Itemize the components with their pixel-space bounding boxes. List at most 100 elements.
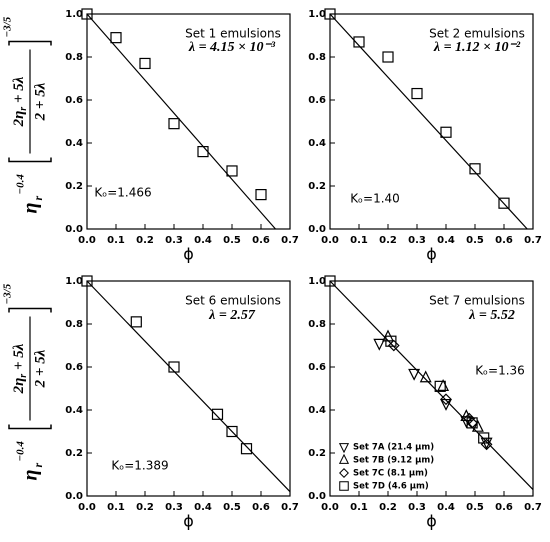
- y-label-part: r: [31, 196, 45, 201]
- x-tick-label: 0.1: [350, 502, 368, 513]
- x-tick-label: 0.5: [466, 235, 484, 246]
- x-tick-label: 0.0: [321, 502, 339, 513]
- x-tick-label: 0.4: [194, 235, 212, 246]
- y-label-part: 2η: [11, 111, 27, 128]
- fit-line: [86, 13, 276, 230]
- y-tick-label: 0.0: [308, 224, 326, 235]
- x-tick-label: 0.1: [350, 235, 368, 246]
- x-axis-label: ϕ: [183, 512, 194, 531]
- x-axis-label: ϕ: [183, 245, 194, 264]
- marker: [469, 163, 481, 175]
- plot-frame: [329, 280, 534, 497]
- marker: [130, 316, 142, 328]
- legend-label: Set 7B (9.12 μm): [353, 456, 434, 466]
- k0-label: Kₒ=1.466: [94, 186, 151, 200]
- panel-title: Set 6 emulsions: [185, 294, 281, 308]
- lambda-label: λ = 4.15 × 10⁻³: [188, 40, 276, 55]
- y-label-part: 2η: [11, 378, 27, 395]
- y-label-part: −3/5: [2, 283, 14, 304]
- x-tick-label: 0.4: [437, 502, 455, 513]
- bracket: [8, 424, 52, 430]
- x-tick-label: 0.0: [321, 235, 339, 246]
- x-tick-label: 0.3: [408, 235, 426, 246]
- marker: [226, 425, 238, 438]
- y-tick-label: 1.0: [65, 9, 83, 20]
- bracket: [8, 157, 52, 163]
- x-tick-label: 0.3: [165, 235, 183, 246]
- x-tick-label: 0.0: [78, 502, 96, 513]
- marker: [81, 275, 93, 287]
- y-label-part: r: [31, 463, 45, 468]
- y-label-part: 2 + 5λ: [32, 82, 48, 121]
- y-label-numerator: 2ηr + 5λ: [11, 343, 29, 394]
- x-tick-label: 0.6: [252, 235, 270, 246]
- y-tick-label: 0.6: [65, 362, 83, 373]
- x-tick-label: 0.1: [107, 235, 125, 246]
- y-label-part: η: [20, 470, 42, 481]
- y-tick-label: 0.4: [65, 405, 83, 416]
- lambda-label: λ = 2.57: [208, 308, 256, 323]
- fit-line: [329, 13, 528, 230]
- legend-marker: [338, 453, 350, 464]
- y-tick-label: 0.2: [65, 448, 83, 459]
- x-tick-label: 0.2: [379, 235, 397, 246]
- x-tick-label: 0.3: [165, 502, 183, 513]
- legend-label: Set 7A (21.4 μm): [353, 443, 434, 453]
- marker: [434, 380, 446, 392]
- y-label-part: + 5λ: [11, 343, 27, 374]
- marker: [139, 57, 151, 70]
- marker: [81, 8, 93, 20]
- marker: [197, 146, 209, 158]
- x-tick-label: 0.5: [466, 502, 484, 513]
- x-tick-label: 0.6: [495, 502, 513, 513]
- marker: [466, 417, 478, 429]
- k0-label: Kₒ=1.40: [350, 192, 400, 206]
- marker: [324, 8, 336, 20]
- bracket: [8, 40, 52, 46]
- marker: [382, 51, 394, 63]
- y-label-part: η: [20, 203, 42, 214]
- x-tick-label: 0.1: [107, 502, 125, 513]
- marker: [168, 361, 180, 373]
- marker: [168, 118, 180, 130]
- marker: [440, 126, 452, 138]
- y-tick-label: 1.0: [308, 276, 326, 287]
- k0-label: Kₒ=1.389: [111, 459, 168, 473]
- x-tick-label: 0.2: [136, 502, 154, 513]
- y-tick-label: 0.2: [308, 448, 326, 459]
- y-label-part: −0.4: [15, 441, 27, 462]
- y-tick-label: 1.0: [308, 9, 326, 20]
- y-tick-label: 0.8: [65, 319, 83, 330]
- fit-line: [86, 280, 291, 493]
- x-tick-label: 0.3: [408, 502, 426, 513]
- marker: [471, 419, 484, 432]
- plot-frame: [329, 13, 534, 230]
- x-tick-label: 0.7: [281, 502, 299, 513]
- marker: [411, 87, 423, 100]
- y-label-part: 2 + 5λ: [32, 349, 48, 388]
- x-tick-label: 0.2: [136, 235, 154, 246]
- bracket: [8, 307, 52, 313]
- marker: [419, 370, 432, 383]
- y-tick-label: 0.6: [308, 362, 326, 373]
- y-tick-label: 0.4: [308, 138, 326, 149]
- marker: [226, 165, 238, 177]
- panel-title: Set 2 emulsions: [429, 27, 525, 41]
- x-tick-label: 0.7: [281, 235, 299, 246]
- marker: [408, 368, 421, 381]
- y-label-part: r: [18, 107, 29, 111]
- plot-frame: [86, 13, 291, 230]
- lambda-label: λ = 5.52: [468, 308, 515, 323]
- y-label-part: −0.4: [15, 174, 27, 195]
- x-tick-label: 0.0: [78, 235, 96, 246]
- marker: [385, 335, 397, 347]
- x-tick-label: 0.2: [379, 502, 397, 513]
- marker: [440, 393, 452, 406]
- y-tick-label: 0.0: [65, 224, 83, 235]
- legend-marker: [339, 481, 349, 491]
- x-tick-label: 0.7: [524, 235, 542, 246]
- marker: [387, 339, 400, 352]
- y-tick-label: 0.2: [308, 181, 326, 192]
- x-tick-label: 0.4: [194, 502, 212, 513]
